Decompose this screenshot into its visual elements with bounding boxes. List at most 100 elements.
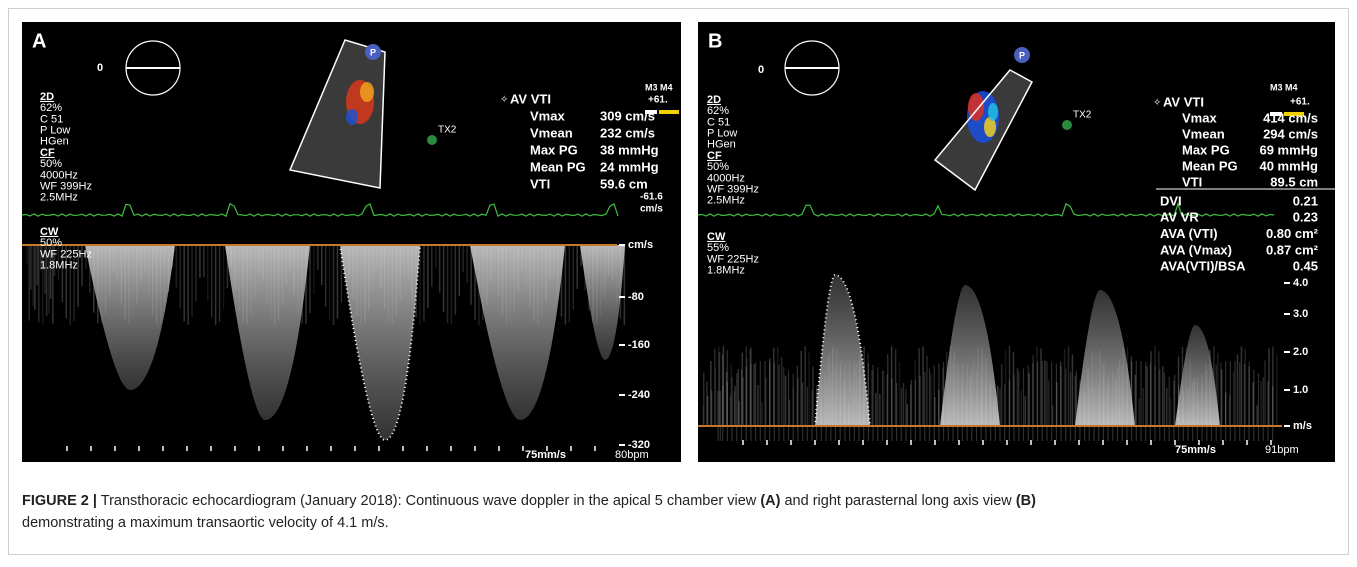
setting: WF 399Hz (707, 184, 759, 196)
scale-label: -160 (628, 339, 650, 351)
color-scale-label: M3 M4 (1270, 82, 1298, 92)
color-bar (659, 110, 679, 114)
caption-text: Transthoracic echocardiogram (January 20… (100, 493, 757, 509)
sweep-speed: 75mm/s (525, 449, 566, 461)
measurement-name: Vmean (530, 125, 573, 140)
scale-label: -80 (628, 291, 644, 303)
transducer-icon (427, 135, 437, 145)
measurement-value: 0.45 (1293, 259, 1318, 274)
probe-icon-label: P (370, 47, 376, 57)
color-scale-max: +61. (648, 95, 668, 106)
scale-label: 3.0 (1293, 308, 1308, 320)
probe-icon (365, 44, 381, 60)
doppler-envelope (940, 285, 1000, 426)
color-flow (988, 103, 998, 121)
measurement-name: AVA(VTI)/BSA (1160, 259, 1246, 274)
doppler-envelope (470, 245, 565, 420)
color-bar (1284, 112, 1304, 116)
orientation-marker: 0 (97, 62, 103, 74)
setting: P Low (707, 128, 737, 140)
figure-frame (8, 8, 1349, 555)
setting: 62% (40, 102, 62, 114)
measurement-name: Max PG (530, 142, 578, 157)
ecg-trace (22, 202, 619, 218)
transducer-label: TX2 (438, 125, 457, 136)
measurement-value: 0.21 (1293, 193, 1318, 208)
measurement-value: 59.6 cm (600, 176, 648, 191)
panel-label: A (32, 30, 46, 52)
heart-rate: 91bpm (1265, 444, 1299, 456)
measurement-name: Vmax (530, 108, 565, 123)
measurement-name: Mean PG (530, 159, 586, 174)
panel-label: B (708, 30, 722, 52)
setting: HGen (40, 136, 69, 148)
color-scale-max: +61. (1290, 97, 1310, 108)
setting: C 51 (707, 116, 730, 128)
caption-label: FIGURE 2 | (22, 493, 97, 509)
measurement-value: 0.80 cm² (1266, 226, 1319, 241)
setting: 50% (707, 161, 729, 173)
measurement-name: DVI (1160, 193, 1182, 208)
color-scale-label: M3 M4 (645, 82, 673, 92)
measurement-value: 232 cm/s (600, 125, 655, 140)
measurement-title: AV VTI (510, 91, 551, 106)
bullet: ✧ (1153, 98, 1161, 109)
setting: C 51 (40, 113, 63, 125)
caption-text: and right parasternal long axis view (784, 493, 1012, 509)
color-flow (346, 109, 358, 125)
transducer-icon (1062, 120, 1072, 130)
setting: 1.8MHz (40, 260, 78, 272)
doppler-envelope (1175, 325, 1220, 426)
doppler-envelope (225, 245, 310, 420)
setting: 1.8MHz (707, 265, 745, 277)
setting: 4000Hz (707, 172, 745, 184)
probe-icon (1014, 47, 1030, 63)
setting: 50% (40, 237, 62, 249)
setting: 50% (40, 158, 62, 170)
color-flow (968, 93, 984, 121)
setting: 2.5MHz (707, 195, 745, 207)
scale-label: -240 (628, 389, 650, 401)
setting: 62% (707, 105, 729, 117)
setting: WF 399Hz (40, 181, 92, 193)
measurement-title: AV VTI (1163, 94, 1204, 109)
color-flow (360, 82, 374, 102)
measurement-name: Vmean (1182, 126, 1225, 141)
bullet: ✧ (500, 95, 508, 106)
setting: P Low (40, 125, 70, 137)
setting: CW (707, 231, 726, 243)
color-scale-unit: cm/s (640, 204, 663, 215)
measurement-name: Mean PG (1182, 158, 1238, 173)
setting: 2D (707, 94, 721, 106)
setting: WF 225Hz (40, 248, 92, 260)
scale-label: m/s (1293, 420, 1312, 432)
setting: 2.5MHz (40, 192, 78, 204)
measurement-name: VTI (1182, 174, 1202, 189)
measurement-value: 69 mmHg (1259, 142, 1318, 157)
setting: CW (40, 226, 59, 238)
measurement-value: 89.5 cm (1270, 174, 1318, 189)
measurement-value: 309 cm/s (600, 108, 655, 123)
scale-label: 2.0 (1293, 346, 1308, 358)
measurement-value: 0.87 cm² (1266, 242, 1319, 257)
measurement-value: 38 mmHg (600, 142, 659, 157)
measurement-value: 24 mmHg (600, 159, 659, 174)
measurement-name: VTI (530, 176, 550, 191)
measurement-value: 0.23 (1293, 210, 1318, 225)
measurement-name: AV VR (1160, 210, 1199, 225)
measurement-name: AVA (Vmax) (1160, 242, 1232, 257)
color-bar (1270, 112, 1282, 116)
measurement-value: 294 cm/s (1263, 126, 1318, 141)
setting: 4000Hz (40, 169, 78, 181)
scale-label: 1.0 (1293, 384, 1308, 396)
doppler-envelope (580, 245, 625, 360)
color-bar (645, 110, 657, 114)
orientation-marker: 0 (758, 64, 764, 76)
measurement-value: 414 cm/s (1263, 110, 1318, 125)
scale-label: -320 (628, 439, 650, 451)
caption: FIGURE 2 | Transthoracic echocardiogram … (22, 490, 1342, 534)
caption-ref: (B) (1015, 493, 1036, 509)
